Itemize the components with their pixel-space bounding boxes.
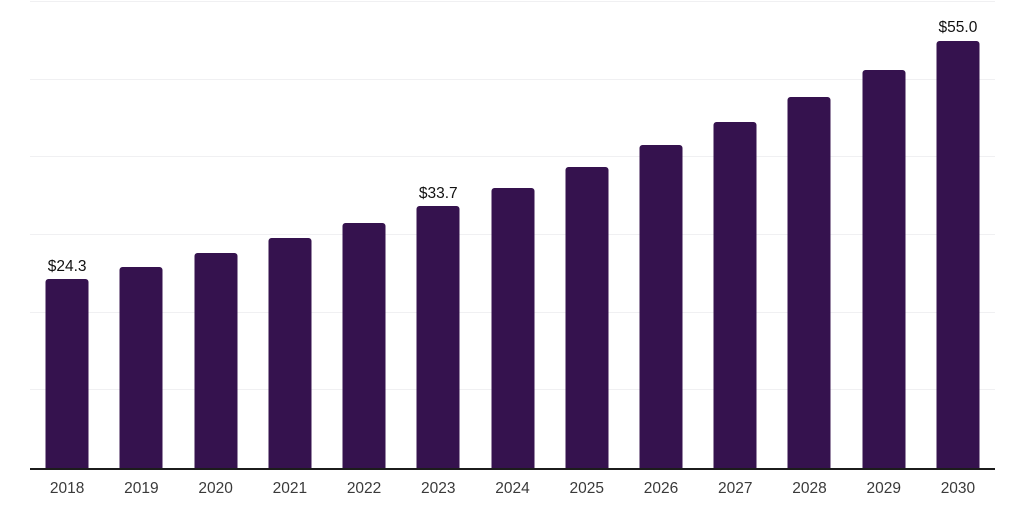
x-tick-label-2028: 2028 <box>792 480 827 497</box>
bar-group-2030: $55.0 <box>921 2 995 468</box>
bar-value-label-2018: $24.3 <box>47 257 87 275</box>
bar-value-label-2023: $33.7 <box>418 184 458 202</box>
x-tick-label-2024: 2024 <box>495 480 530 497</box>
bar-group-2022 <box>327 2 401 468</box>
bar-group-2021 <box>253 2 327 468</box>
bar-group-2028 <box>772 2 846 468</box>
bar-group-2018: $24.3 <box>30 2 104 468</box>
x-tick-label-2030: 2030 <box>940 480 976 497</box>
bar-2024 <box>491 187 535 468</box>
bar-2019 <box>119 266 163 468</box>
plot-area: $24.3 $33.7 $55.0 <box>30 1 995 470</box>
bar-group-2024 <box>475 2 549 468</box>
x-tick-label-2027: 2027 <box>717 480 753 497</box>
x-tick-label-2022: 2022 <box>346 480 382 497</box>
bar-2020 <box>194 252 238 468</box>
bar-group-2019 <box>104 2 178 468</box>
bar-group-2023: $33.7 <box>401 2 475 468</box>
x-tick-label-2018: 2018 <box>49 480 85 497</box>
bar-group-2020 <box>178 2 252 468</box>
x-tick-label-2019: 2019 <box>124 480 159 497</box>
x-tick-label-2021: 2021 <box>272 480 308 497</box>
bar-2029 <box>862 69 906 468</box>
bar-2022 <box>342 223 386 468</box>
x-tick-label-2025: 2025 <box>569 480 604 497</box>
x-tick-label-2029: 2029 <box>866 480 901 497</box>
bar-2021 <box>268 238 312 468</box>
bar-2027 <box>713 121 757 468</box>
bar-2023 <box>416 206 460 468</box>
bar-2018 <box>45 279 89 468</box>
bar-2030 <box>936 40 980 468</box>
bar-group-2026 <box>624 2 698 468</box>
x-tick-label-2020: 2020 <box>198 480 233 497</box>
bar-group-2025 <box>550 2 624 468</box>
bar-2028 <box>787 96 831 468</box>
x-tick-label-2023: 2023 <box>421 480 456 497</box>
bar-value-label-2030: $55.0 <box>938 19 978 37</box>
bar-group-2027 <box>698 2 772 468</box>
bar-group-2029 <box>847 2 921 468</box>
x-axis-labels: 2018 2019 2020 2021 2022 2023 2024 2025 2026 2027… <box>30 478 995 500</box>
bar-2026 <box>639 144 683 468</box>
x-tick-label-2026: 2026 <box>643 480 679 497</box>
bar-2025 <box>565 166 609 468</box>
